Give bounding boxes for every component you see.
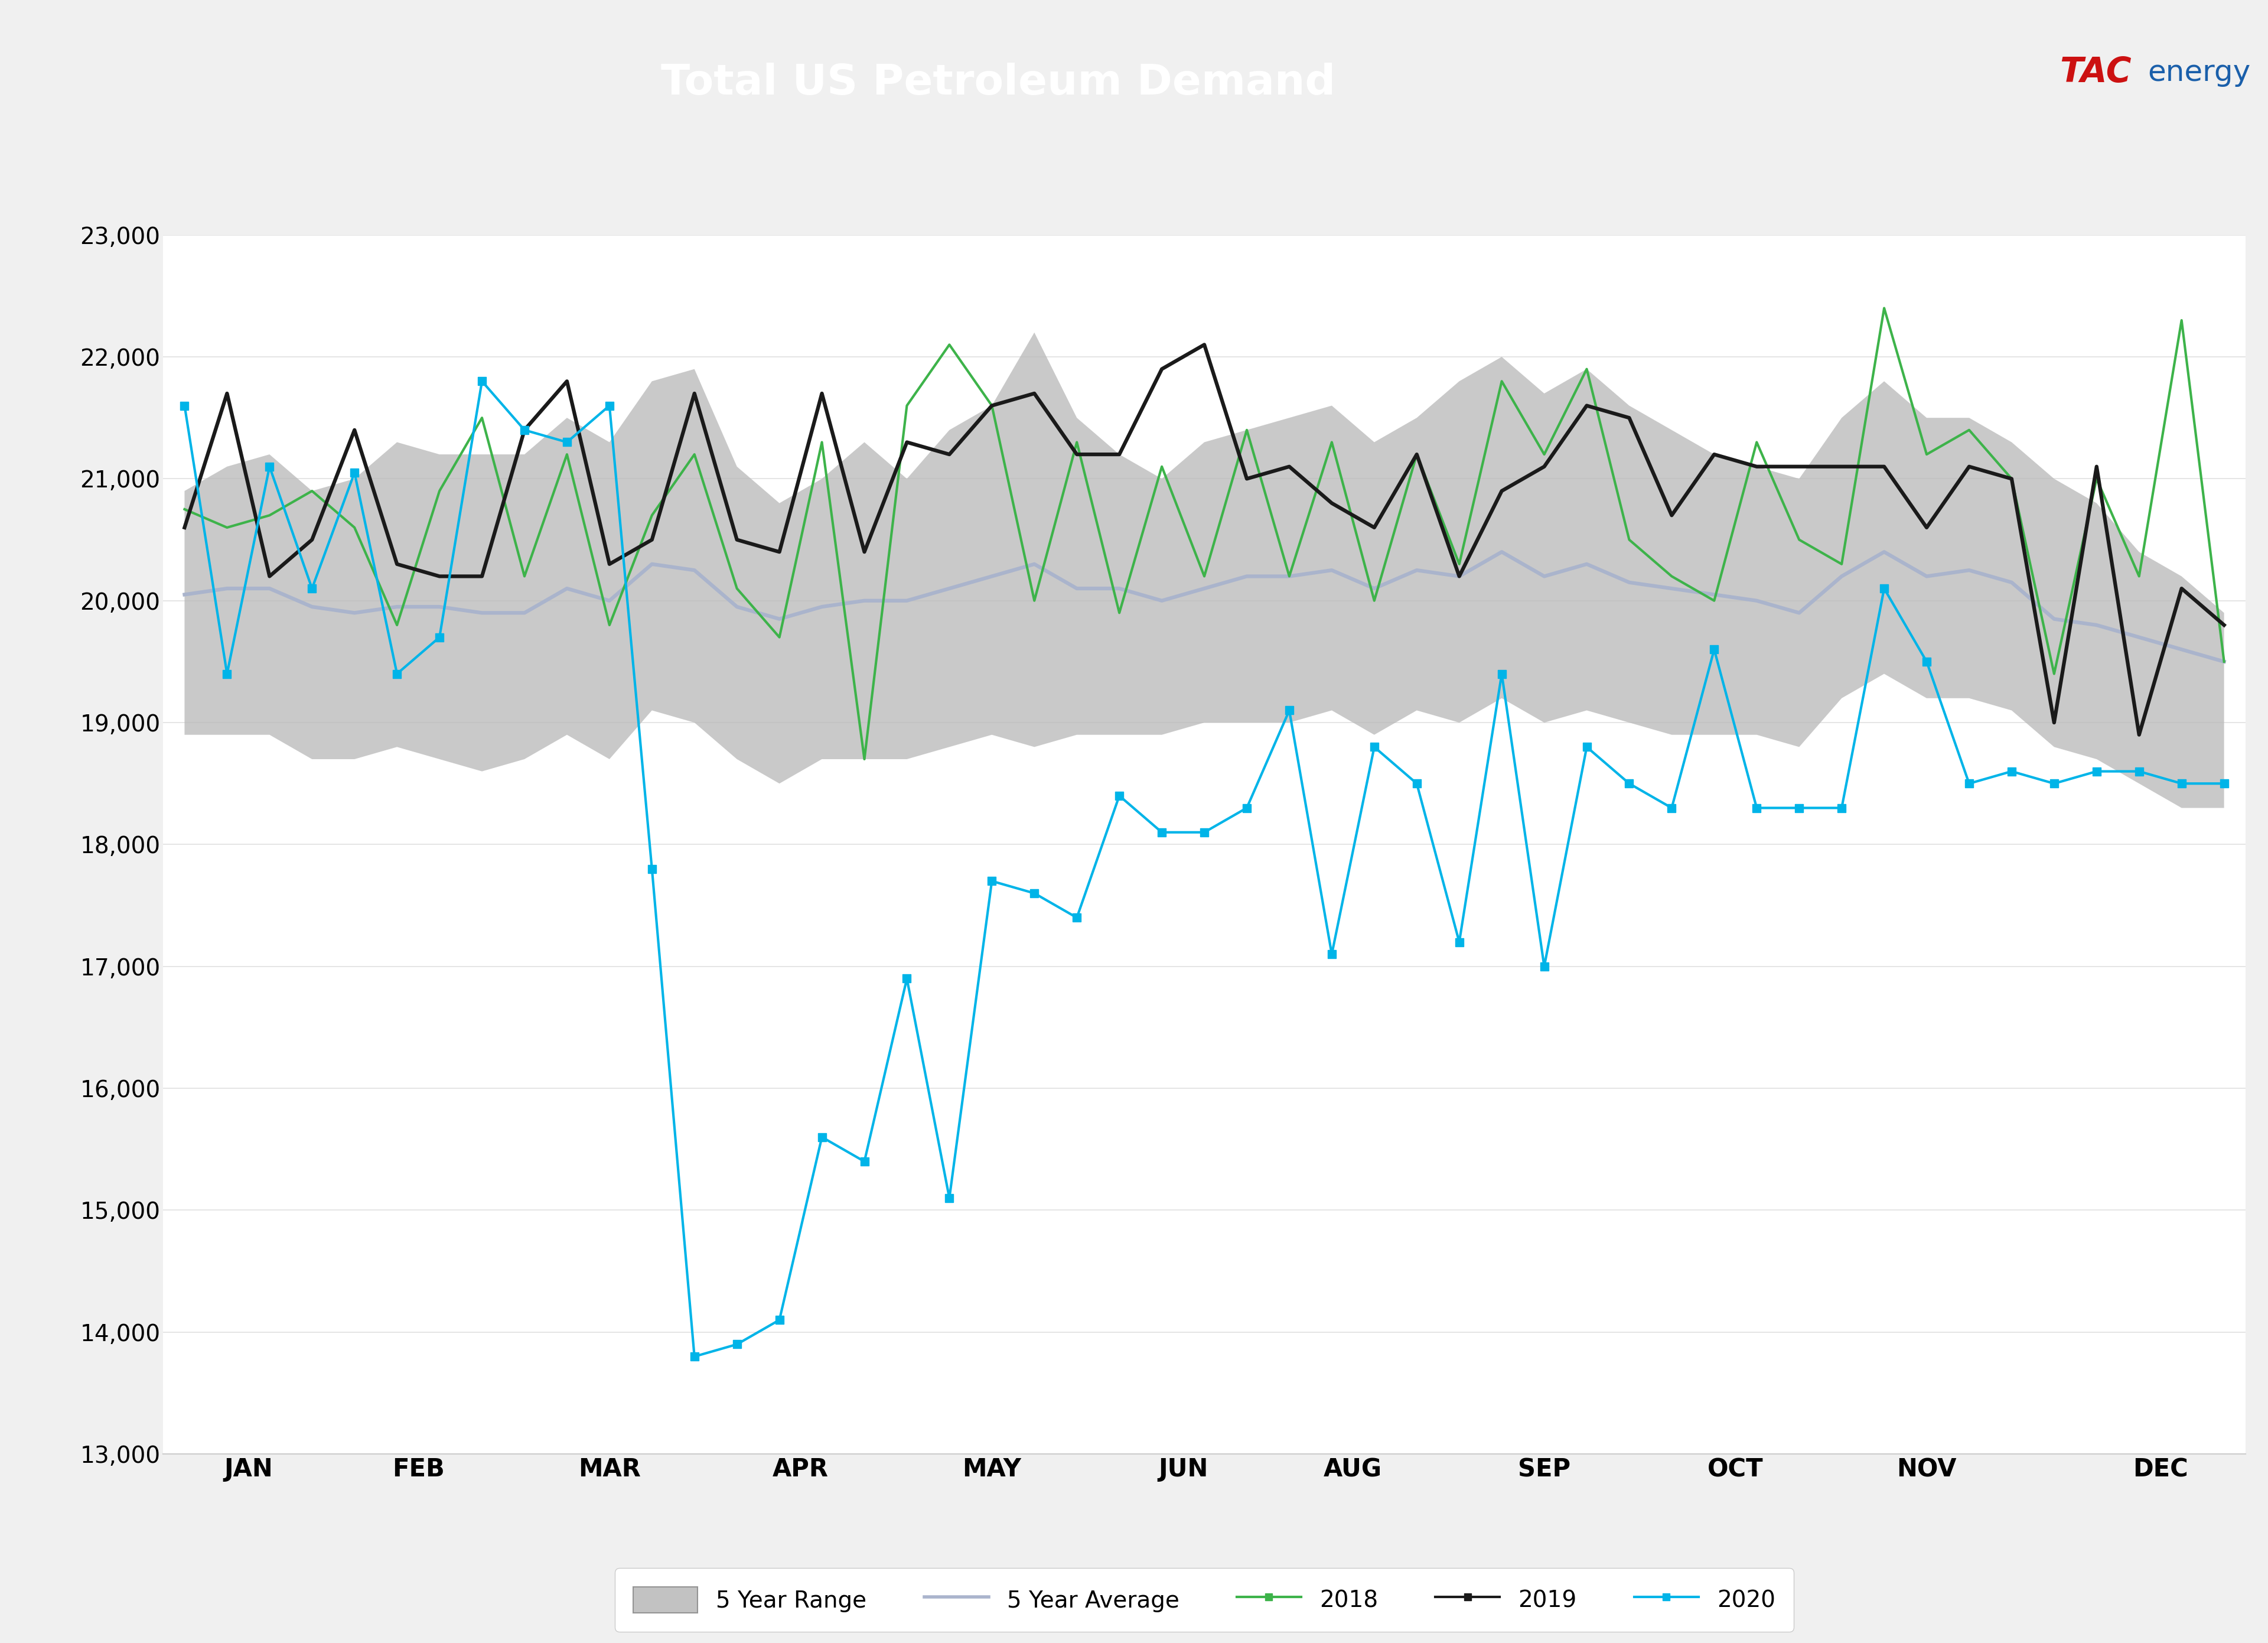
Legend: 5 Year Range, 5 Year Average, 2018, 2019, 2020: 5 Year Range, 5 Year Average, 2018, 2019… [615,1567,1794,1631]
Text: energy: energy [2148,58,2250,87]
Text: TAC: TAC [2059,56,2132,89]
Text: Total US Petroleum Demand: Total US Petroleum Demand [660,62,1336,104]
